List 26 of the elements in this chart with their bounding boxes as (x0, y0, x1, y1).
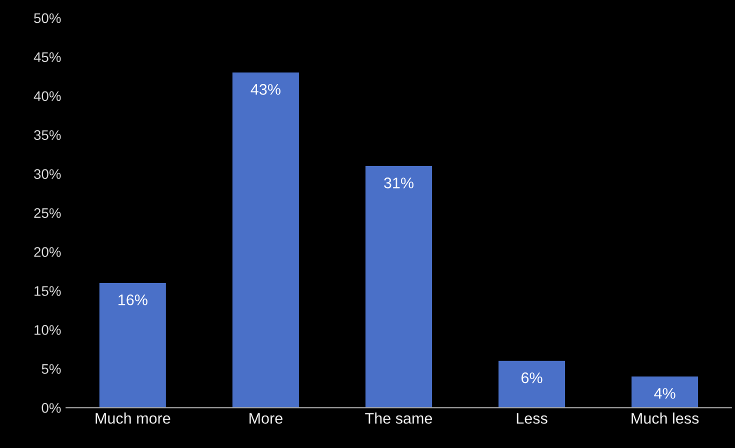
y-tick-label: 45% (34, 52, 61, 62)
y-tick-label: 50% (34, 13, 61, 24)
y-tick-label: 25% (34, 208, 61, 218)
x-tick-label: Much less (632, 412, 699, 424)
bar (99, 282, 166, 408)
data-label: 4% (654, 388, 676, 399)
y-tick-label: 10% (34, 325, 61, 335)
x-tick-label: More (250, 413, 282, 424)
y-tick-label: 35% (34, 130, 61, 140)
data-label: 43% (250, 84, 280, 95)
x-tick-label: The same (365, 412, 432, 424)
bar (365, 166, 432, 408)
y-tick-label: 40% (34, 91, 61, 102)
x-tick-label: Less (516, 413, 548, 424)
bar (498, 360, 566, 408)
y-tick-label: 30% (34, 169, 61, 179)
data-label: 31% (384, 178, 414, 188)
y-tick-label: 0% (42, 403, 61, 413)
data-label: 6% (522, 372, 542, 384)
y-tick-label: 5% (42, 364, 61, 374)
y-tick-label: 20% (34, 247, 61, 257)
data-label: 16% (118, 294, 148, 306)
y-tick-label: 15% (34, 286, 61, 296)
bar (632, 376, 698, 408)
x-tick-label: Much more (96, 412, 170, 424)
bar (232, 72, 299, 408)
